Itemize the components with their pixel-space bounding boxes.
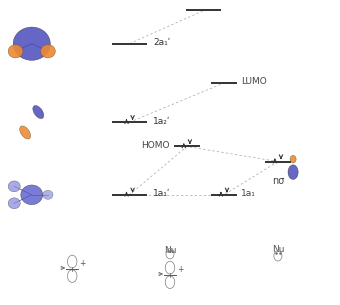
Ellipse shape (21, 185, 43, 205)
Ellipse shape (20, 126, 31, 139)
Text: +: + (80, 259, 86, 268)
Text: HOMO: HOMO (141, 141, 170, 150)
Text: 1a₁: 1a₁ (241, 189, 256, 198)
Ellipse shape (8, 181, 20, 192)
Ellipse shape (33, 106, 44, 119)
Text: +: + (177, 265, 184, 274)
Text: Nu: Nu (272, 245, 284, 254)
Ellipse shape (40, 45, 55, 58)
Ellipse shape (43, 190, 53, 199)
Ellipse shape (13, 27, 50, 60)
Text: Nu: Nu (164, 246, 176, 255)
Text: 1a₁ʹ: 1a₁ʹ (153, 189, 171, 198)
Text: 2a₁ʹ: 2a₁ʹ (153, 38, 170, 47)
Text: LUMO: LUMO (241, 77, 267, 86)
Ellipse shape (290, 155, 296, 163)
Ellipse shape (288, 165, 298, 179)
Text: nσ: nσ (272, 176, 284, 186)
Text: 1a₂ʹ: 1a₂ʹ (153, 117, 171, 126)
Ellipse shape (8, 45, 23, 58)
Ellipse shape (8, 198, 20, 209)
